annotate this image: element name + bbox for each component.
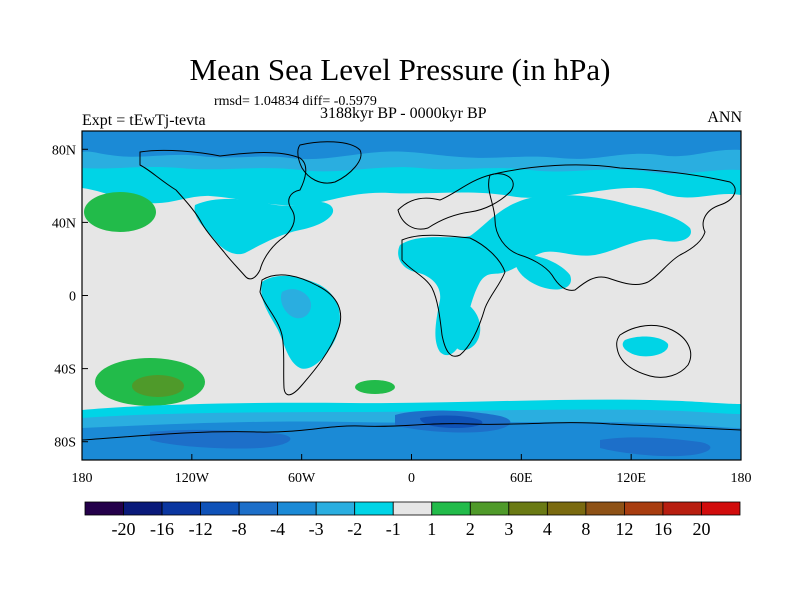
map-title: Mean Sea Level Pressure (in hPa) [189,52,611,87]
y-tick-label: 0 [69,290,76,305]
y-tick-label: 80S [54,436,76,451]
colorbar-label: -12 [189,519,213,539]
colorbar-label: 8 [581,519,590,539]
colorbar-label: -4 [270,519,285,539]
greenland-coast [297,141,362,184]
x-tick-label: 120E [616,471,646,486]
colorbar-swatch [431,501,471,516]
colorbar-label: 12 [615,519,633,539]
colorbar-swatch [662,501,702,516]
arctic-minus3-band [82,131,741,160]
southern-africa-minus1-anomaly [446,299,481,351]
colorbar-swatch [585,501,625,516]
colorbar: -20 -16 -12 -8 -4 -3 -2 -1 1 2 3 4 8 12 16 20 [84,501,741,539]
colorbar-swatch [238,501,279,516]
colorbar-label: -2 [347,519,362,539]
south-america-minus2-anomaly [280,289,312,319]
colorbar-swatch [469,501,510,516]
x-tick-label: 60W [288,471,316,486]
x-tick-label: 0 [408,471,415,486]
asia-coast [488,164,736,291]
coastlines [82,141,741,441]
south-pacific-plus3-anomaly [132,375,184,397]
y-tick-label: 80N [52,143,76,158]
period-label: 3188kyr BP - 0000kyr BP [320,105,487,122]
colorbar-swatch [161,501,201,516]
x-tick-label: 60E [510,471,533,486]
colorbar-label: -1 [386,519,401,539]
south-america-coast [259,274,342,396]
x-tick-label: 180 [731,471,752,486]
map-plot-area [82,131,741,460]
eurasia-africa-minus1-anomaly [398,195,691,356]
colorbar-label: 2 [466,519,475,539]
arabia-minus1-anomaly [514,254,571,290]
colorbar-swatch [84,501,124,516]
season-label: ANN [707,109,742,126]
colorbar-label: 3 [504,519,513,539]
colorbar-swatch [624,501,664,516]
colorbar-label: -20 [112,519,136,539]
colorbar-swatch [508,501,548,516]
antarctic-east-minus4-anomaly [600,437,711,457]
colorbar-label: 4 [543,519,552,539]
colorbar-swatch [315,501,356,516]
australia-coast [616,324,692,378]
colorbar-label: 16 [654,519,672,539]
north-america-coast [139,149,307,280]
north-pacific-plus2-anomaly [84,192,156,232]
colorbar-label: -16 [150,519,174,539]
colorbar-label: -3 [309,519,324,539]
colorbar-swatch [123,501,163,516]
colorbar-label: 20 [692,519,710,539]
colorbar-label: -8 [232,519,247,539]
y-tick-label: 40S [54,363,76,378]
colorbar-swatch [200,501,240,516]
colorbar-label: 1 [427,519,436,539]
colorbar-swatch [701,501,741,516]
europe-coast [397,173,514,230]
australia-minus1-anomaly [622,336,669,357]
y-tick-label: 40N [52,216,76,231]
colorbar-swatch [546,501,587,516]
north-america-minus1-anomaly [194,198,334,255]
rmsd-diff-stats: rmsd= 1.04834 diff= -0.5979 [214,94,377,109]
colorbar-swatch [392,501,433,516]
experiment-label: Expt = tEwTj-tevta [82,112,206,129]
colorbar-swatch [354,501,394,516]
antarctic-west-minus4-anomaly [150,429,291,449]
x-tick-label: 180 [72,471,93,486]
colorbar-swatch [277,501,317,516]
southern-ocean-minus3-band [82,421,741,460]
africa-coast [401,234,506,357]
x-tick-label: 120W [175,471,210,486]
antarctica-coast [82,422,741,441]
south-america-minus1-anomaly [261,275,340,369]
x-axis: 180 120W 60W 0 60E 120E 180 [72,454,752,486]
antarctic-minus8-anomaly [420,415,483,428]
y-axis: 80N 40N 0 40S 80S [52,143,88,451]
south-atlantic-plus2-anomaly [355,380,395,394]
